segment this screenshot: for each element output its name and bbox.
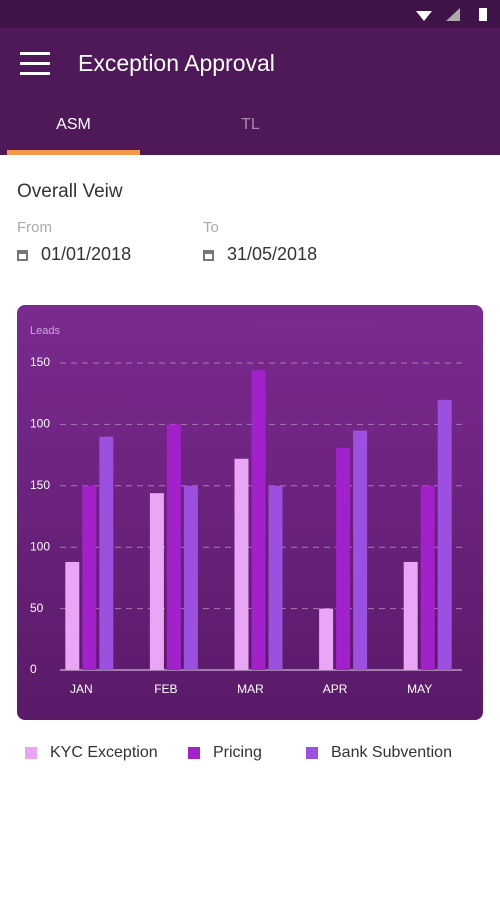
tab-indicator [7, 150, 140, 155]
legend-label: KYC Exception [50, 744, 158, 761]
bar [149, 493, 164, 670]
y-tick-label: 100 [30, 417, 50, 431]
bar [420, 485, 435, 670]
bar [319, 608, 334, 670]
calendar-icon[interactable] [17, 248, 28, 261]
bar [166, 424, 181, 670]
app-bar: Exception Approval [0, 28, 500, 100]
from-label: From [17, 219, 52, 236]
bar [234, 458, 249, 670]
y-tick-label: 50 [30, 601, 44, 615]
to-date[interactable]: 31/05/2018 [227, 244, 318, 264]
from-date[interactable]: 01/01/2018 [41, 244, 132, 264]
legend-swatch [306, 747, 318, 759]
app-title: Exception Approval [78, 50, 275, 76]
x-tick-label: MAY [407, 682, 432, 696]
status-icons [416, 8, 487, 21]
tab[interactable]: TL [241, 116, 260, 133]
bar [65, 561, 80, 670]
y-axis-label: Leads [30, 325, 60, 337]
legend-swatch [188, 747, 200, 759]
section-title: Overall Veiw [17, 181, 123, 202]
bar [82, 485, 97, 670]
chart: Leads 0 50 100 150 100 150 JAN FEB MAR APR MAY KYC … [17, 305, 483, 761]
legend-label: Pricing [213, 744, 262, 761]
bar [99, 436, 114, 670]
y-tick-label: 150 [30, 478, 50, 492]
tab-bar: ASM TL [0, 100, 500, 155]
legend-label: Bank Subvention [331, 744, 452, 761]
legend-swatch [25, 747, 37, 759]
x-tick-label: FEB [154, 682, 177, 696]
bar [336, 447, 351, 670]
y-tick-label: 150 [30, 355, 50, 369]
x-tick-label: JAN [70, 682, 93, 696]
y-tick-label: 100 [30, 539, 50, 553]
x-tick-label: MAR [237, 682, 264, 696]
signal-icon [446, 8, 460, 21]
bar [251, 370, 266, 670]
calendar-icon[interactable] [203, 248, 214, 261]
status-bar [0, 0, 500, 28]
wifi-icon [416, 11, 432, 21]
x-tick-label: APR [323, 682, 348, 696]
tab[interactable]: ASM [56, 116, 91, 133]
bar [437, 399, 452, 670]
battery-icon [479, 8, 487, 21]
bar [183, 485, 198, 670]
bar [403, 561, 418, 670]
bar [353, 430, 368, 670]
to-label: To [203, 219, 219, 236]
bar [268, 485, 283, 670]
y-tick-label: 0 [30, 662, 37, 676]
menu-button[interactable] [18, 28, 58, 100]
